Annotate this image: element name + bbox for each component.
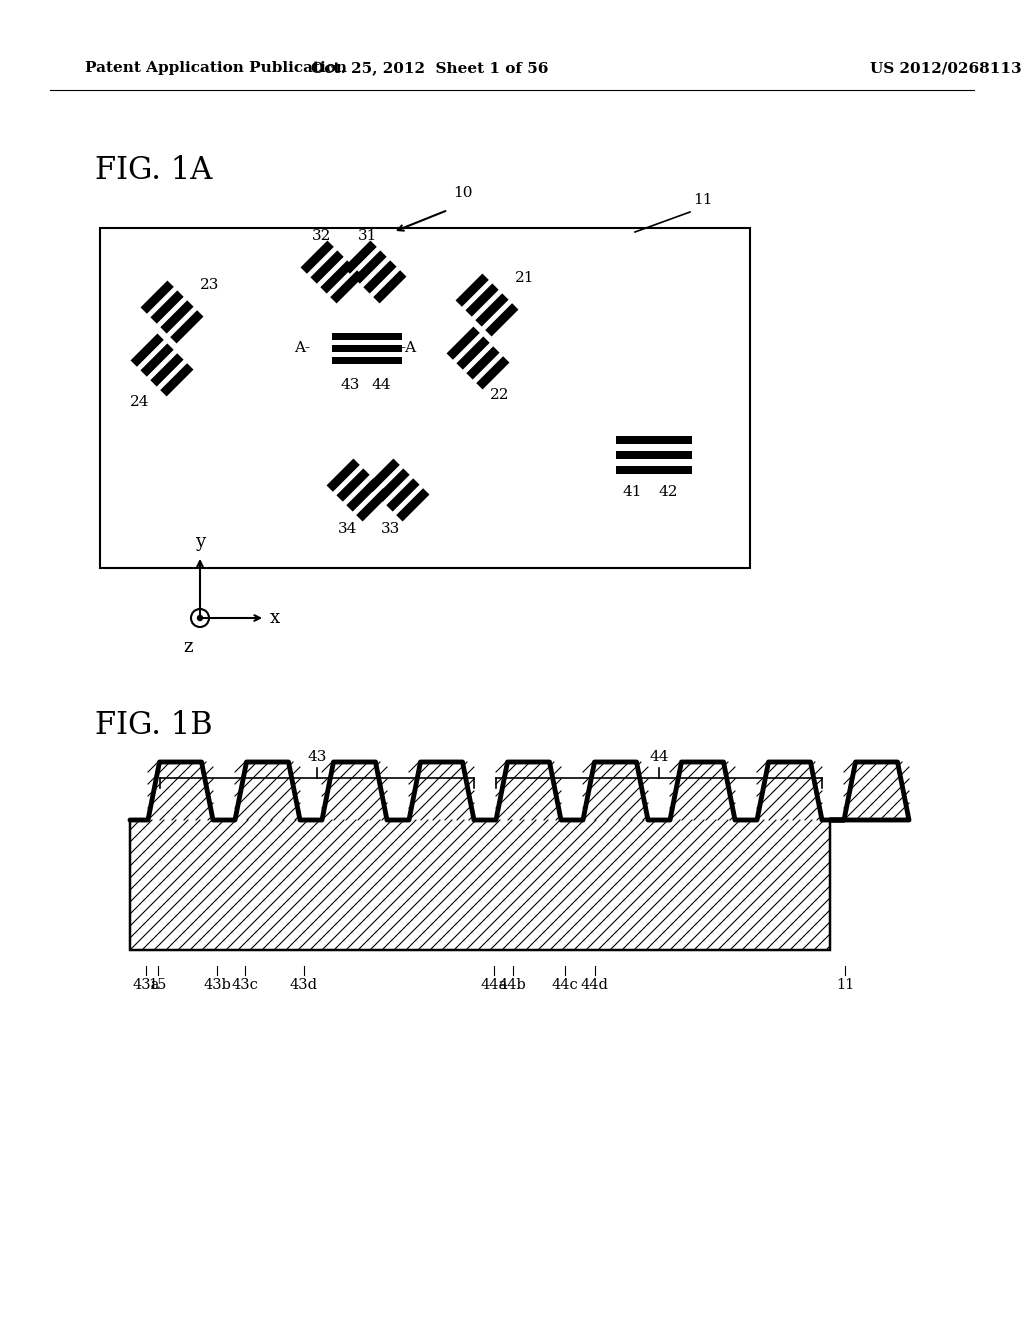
Polygon shape — [332, 333, 374, 339]
Text: Patent Application Publication: Patent Application Publication — [85, 61, 347, 75]
Text: US 2012/0268113 A1: US 2012/0268113 A1 — [870, 61, 1024, 75]
Text: y: y — [195, 533, 205, 550]
Polygon shape — [476, 356, 510, 389]
Text: 43d: 43d — [290, 978, 318, 993]
Text: z: z — [183, 638, 193, 656]
Polygon shape — [310, 251, 344, 284]
Polygon shape — [140, 281, 174, 314]
Polygon shape — [151, 290, 183, 323]
Polygon shape — [130, 334, 164, 367]
Polygon shape — [364, 260, 396, 293]
Polygon shape — [475, 293, 509, 326]
Polygon shape — [466, 346, 500, 380]
Polygon shape — [377, 469, 410, 502]
Polygon shape — [457, 337, 489, 370]
Text: 44d: 44d — [581, 978, 608, 993]
Polygon shape — [648, 466, 692, 474]
Polygon shape — [360, 356, 402, 363]
Polygon shape — [356, 488, 389, 521]
Text: 43a: 43a — [132, 978, 160, 993]
Polygon shape — [140, 343, 174, 376]
Polygon shape — [332, 345, 374, 351]
Polygon shape — [161, 301, 194, 334]
Polygon shape — [648, 451, 692, 459]
Text: 31: 31 — [358, 228, 378, 243]
Text: FIG. 1B: FIG. 1B — [95, 710, 213, 741]
Polygon shape — [396, 488, 429, 521]
Polygon shape — [327, 458, 359, 492]
Bar — [100, 228, 750, 568]
Polygon shape — [386, 478, 420, 512]
Polygon shape — [321, 260, 353, 293]
Polygon shape — [332, 356, 374, 363]
Text: 15: 15 — [148, 978, 167, 993]
Polygon shape — [337, 469, 370, 502]
Polygon shape — [360, 345, 402, 351]
Text: 43: 43 — [307, 750, 327, 764]
Polygon shape — [330, 271, 364, 304]
Polygon shape — [616, 451, 660, 459]
Polygon shape — [343, 240, 377, 273]
Text: 44b: 44b — [499, 978, 526, 993]
Text: 42: 42 — [658, 484, 678, 499]
Polygon shape — [466, 284, 499, 317]
Circle shape — [198, 615, 203, 620]
Polygon shape — [300, 240, 334, 273]
Polygon shape — [616, 466, 660, 474]
Text: 44c: 44c — [552, 978, 579, 993]
Text: 44: 44 — [649, 750, 669, 764]
Text: 10: 10 — [453, 186, 472, 201]
Text: 43: 43 — [340, 378, 359, 392]
Polygon shape — [367, 458, 399, 492]
Text: 41: 41 — [623, 484, 642, 499]
Text: 43b: 43b — [203, 978, 231, 993]
Polygon shape — [130, 762, 909, 950]
Polygon shape — [160, 363, 194, 396]
Polygon shape — [456, 273, 488, 306]
Text: 22: 22 — [490, 388, 510, 403]
Polygon shape — [346, 478, 380, 512]
Text: A-: A- — [294, 341, 310, 355]
Text: 44: 44 — [372, 378, 391, 392]
Text: 24: 24 — [130, 395, 150, 409]
Polygon shape — [485, 304, 518, 337]
Text: -A: -A — [400, 341, 416, 355]
Text: x: x — [270, 609, 281, 627]
Text: 43c: 43c — [231, 978, 258, 993]
Text: Oct. 25, 2012  Sheet 1 of 56: Oct. 25, 2012 Sheet 1 of 56 — [311, 61, 549, 75]
Text: 44a: 44a — [480, 978, 508, 993]
Polygon shape — [616, 436, 660, 444]
Polygon shape — [360, 333, 402, 339]
Text: 34: 34 — [338, 521, 357, 536]
Text: 23: 23 — [200, 279, 219, 292]
Polygon shape — [648, 436, 692, 444]
Text: 32: 32 — [312, 228, 332, 243]
Polygon shape — [446, 326, 480, 360]
Text: FIG. 1A: FIG. 1A — [95, 154, 212, 186]
Text: 33: 33 — [380, 521, 399, 536]
Polygon shape — [373, 271, 407, 304]
Text: 11: 11 — [693, 193, 713, 207]
Polygon shape — [353, 251, 387, 284]
Polygon shape — [151, 354, 183, 387]
Polygon shape — [170, 310, 204, 343]
Text: 21: 21 — [515, 271, 535, 285]
Text: 11: 11 — [836, 978, 854, 993]
